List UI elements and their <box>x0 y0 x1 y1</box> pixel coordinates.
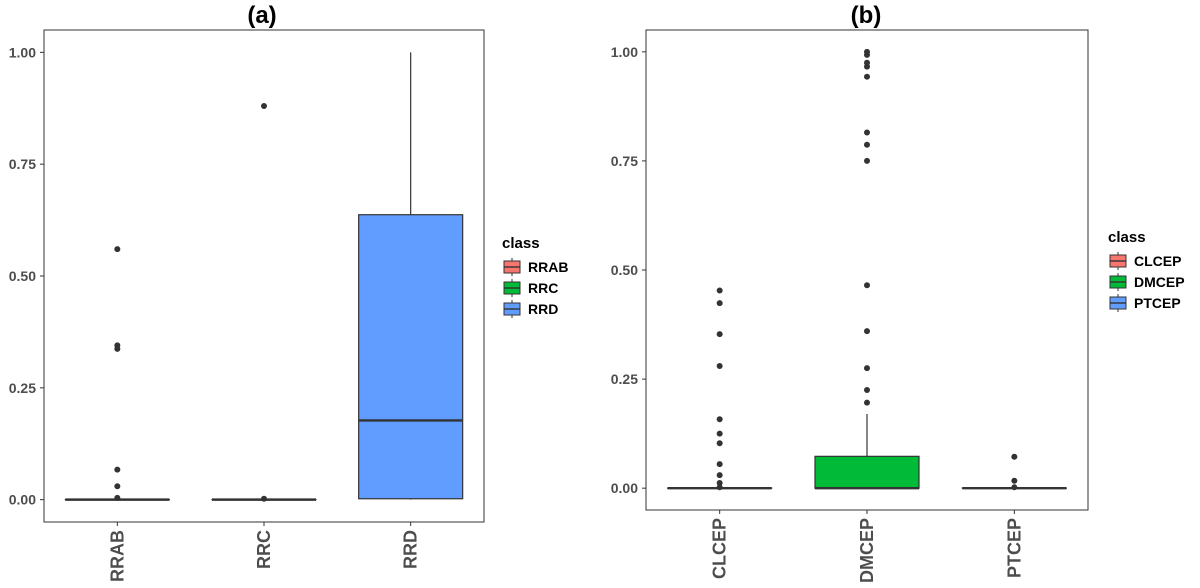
outlier-point <box>261 495 267 502</box>
outlier-point <box>716 287 723 294</box>
outlier-point <box>716 484 723 491</box>
y-tick-label: 0.50 <box>9 268 36 284</box>
legend-label: RRC <box>528 280 558 296</box>
y-tick-label: 0.25 <box>9 380 36 396</box>
box-body <box>814 455 920 489</box>
y-tick-label: 1.00 <box>611 44 638 60</box>
outlier-point <box>864 387 870 393</box>
outlier-point <box>114 494 121 501</box>
outlier-point <box>864 365 870 372</box>
x-tick-label: RRC <box>254 530 274 569</box>
box-body <box>358 214 464 500</box>
legend-key-rrc <box>503 279 521 297</box>
legend-label: DMCEP <box>1134 274 1185 290</box>
legend-key-dmcep <box>1109 273 1127 291</box>
legend-label: CLCEP <box>1134 253 1181 269</box>
outlier-point <box>864 141 870 148</box>
legend-title: class <box>502 235 540 252</box>
outlier-point <box>864 282 870 289</box>
outlier-point <box>716 461 723 468</box>
outlier-point <box>864 399 870 406</box>
y-tick-label: 0.00 <box>611 480 638 496</box>
x-tick-label: CLCEP <box>710 518 730 579</box>
legend: class RRAB RRC RRD <box>502 235 568 318</box>
panel-a: (a) 0.00 0.25 0.50 0.75 1.00 RRAB RRC RRD class RR… <box>9 2 569 582</box>
x-tick-label: PTCEP <box>1004 518 1024 578</box>
outlier-point <box>864 63 870 70</box>
chart-title: (a) <box>247 2 276 29</box>
y-tick-label: 0.25 <box>611 371 638 387</box>
chart-title: (b) <box>851 2 882 29</box>
box-rrd <box>358 52 464 500</box>
outlier-point <box>716 300 723 307</box>
legend-key-ptcep <box>1109 294 1127 312</box>
y-tick-label: 0.00 <box>9 492 36 508</box>
outlier-point <box>716 331 723 338</box>
y-tick-label: 0.50 <box>611 262 638 278</box>
legend-title: class <box>1108 229 1146 246</box>
outlier-point <box>864 129 870 136</box>
legend: class CLCEP DMCEP PTCEP <box>1108 229 1185 312</box>
x-tick-label: RRD <box>401 530 421 569</box>
legend-key-rrab <box>503 258 521 276</box>
outlier-point <box>114 246 121 253</box>
legend-key-clcep <box>1109 252 1127 270</box>
outlier-point <box>864 51 870 58</box>
box-rrab <box>64 246 170 501</box>
outlier-point <box>716 363 723 369</box>
outlier-point <box>716 479 723 486</box>
outlier-point <box>864 73 870 80</box>
y-tick-label: 1.00 <box>9 44 36 60</box>
y-tick-label: 0.75 <box>611 153 638 169</box>
legend-label: RRAB <box>528 259 568 275</box>
y-tick-label: 0.75 <box>9 156 36 172</box>
outlier-point <box>864 157 870 164</box>
outlier-point <box>114 345 121 352</box>
outlier-point <box>1011 453 1018 460</box>
box-dmcep <box>814 48 920 490</box>
outlier-point <box>716 430 723 437</box>
outlier-point <box>1011 484 1018 491</box>
outlier-point <box>1011 477 1018 484</box>
outlier-point <box>261 103 267 110</box>
legend-label: RRD <box>528 301 558 317</box>
outlier-point <box>864 328 870 335</box>
outlier-point <box>716 472 723 479</box>
outlier-point <box>114 466 121 473</box>
legend-key-rrd <box>503 300 521 318</box>
legend-label: PTCEP <box>1134 295 1181 311</box>
box-clcep <box>667 287 773 491</box>
box-rrc <box>211 103 317 502</box>
outlier-point <box>716 440 723 447</box>
x-tick-label: DMCEP <box>857 518 877 583</box>
x-tick-label: RRAB <box>107 530 127 582</box>
box-ptcep <box>961 453 1067 491</box>
outlier-point <box>114 483 121 490</box>
outlier-point <box>716 416 723 423</box>
